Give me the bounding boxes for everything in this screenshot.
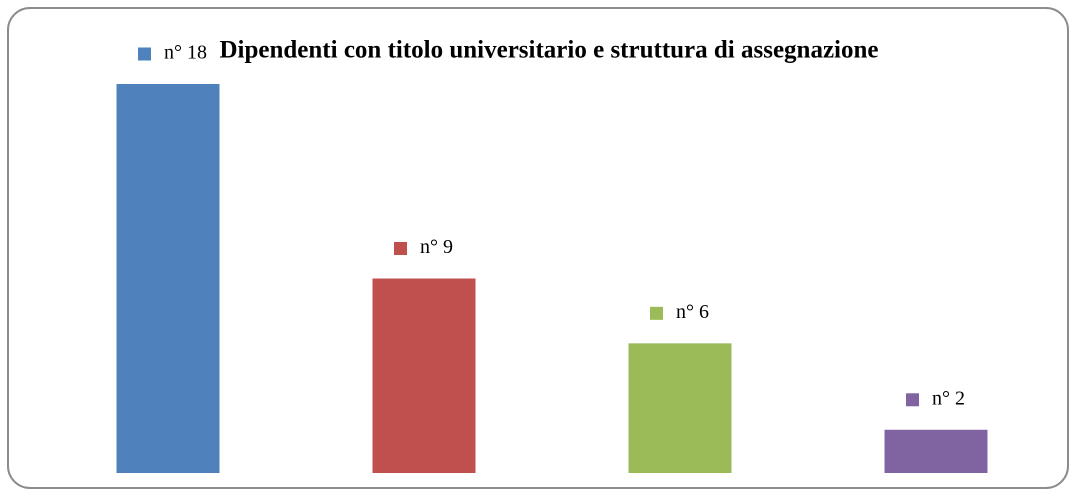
label-swatch xyxy=(394,242,407,255)
data-label: n° 9 xyxy=(420,236,453,258)
label-swatch xyxy=(650,306,663,320)
bar xyxy=(884,429,988,473)
data-label: n° 6 xyxy=(676,301,709,323)
bar xyxy=(116,84,220,473)
label-swatch xyxy=(906,393,919,407)
chart-title: Dipendenti con titolo universitario e st… xyxy=(219,37,878,64)
chart-frame xyxy=(7,7,1069,489)
bar xyxy=(628,343,732,473)
bar xyxy=(372,278,476,473)
data-label: n° 2 xyxy=(932,387,965,409)
label-swatch xyxy=(138,47,151,61)
data-label: n° 18 xyxy=(164,42,207,64)
